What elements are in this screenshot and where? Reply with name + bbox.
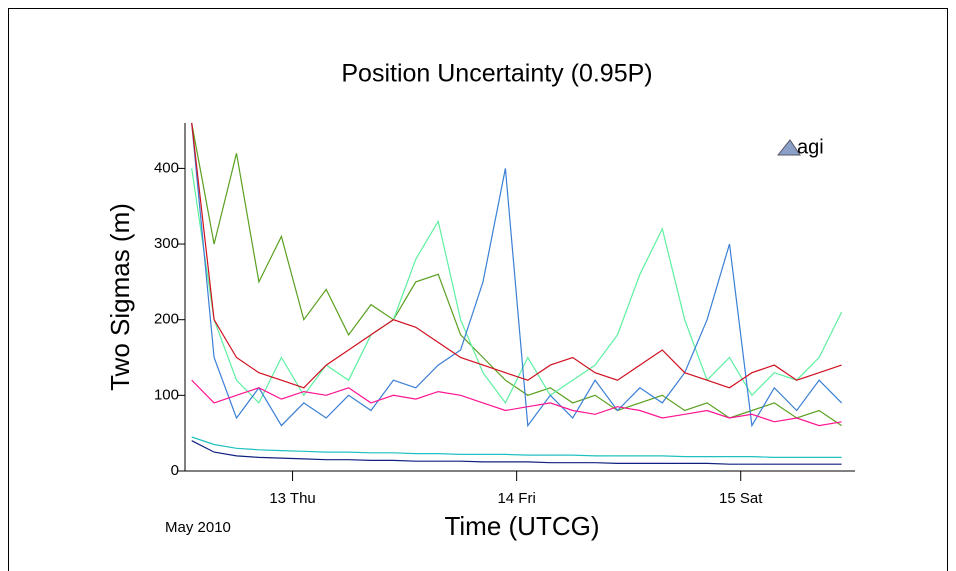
series-line (191, 379, 842, 427)
series-line (191, 168, 843, 405)
x-tick-label: 15 Sat (719, 490, 763, 507)
x-axis-label: Time (UTCG) (444, 511, 599, 541)
y-axis-label: Two Sigmas (m) (105, 203, 135, 391)
y-tick-label: 200 (154, 311, 179, 328)
y-tick-label: 0 (171, 462, 179, 479)
series-line (191, 440, 842, 465)
logo: agi (776, 136, 824, 158)
logo-text: agi (797, 136, 824, 158)
logo-icon (776, 139, 801, 156)
series-line (191, 122, 842, 427)
series-line (191, 122, 842, 389)
series-line (191, 436, 842, 458)
chart-title: Position Uncertainty (0.95P) (341, 60, 652, 88)
date-annotation: May 2010 (165, 519, 231, 536)
x-tick-label: 13 Thu (269, 490, 315, 507)
y-tick-label: 400 (154, 159, 179, 176)
x-tick-label: 14 Fri (497, 490, 535, 507)
series-line (191, 122, 843, 428)
frame (8, 8, 948, 571)
y-tick-label: 300 (154, 235, 179, 252)
y-tick-label: 100 (154, 386, 179, 403)
